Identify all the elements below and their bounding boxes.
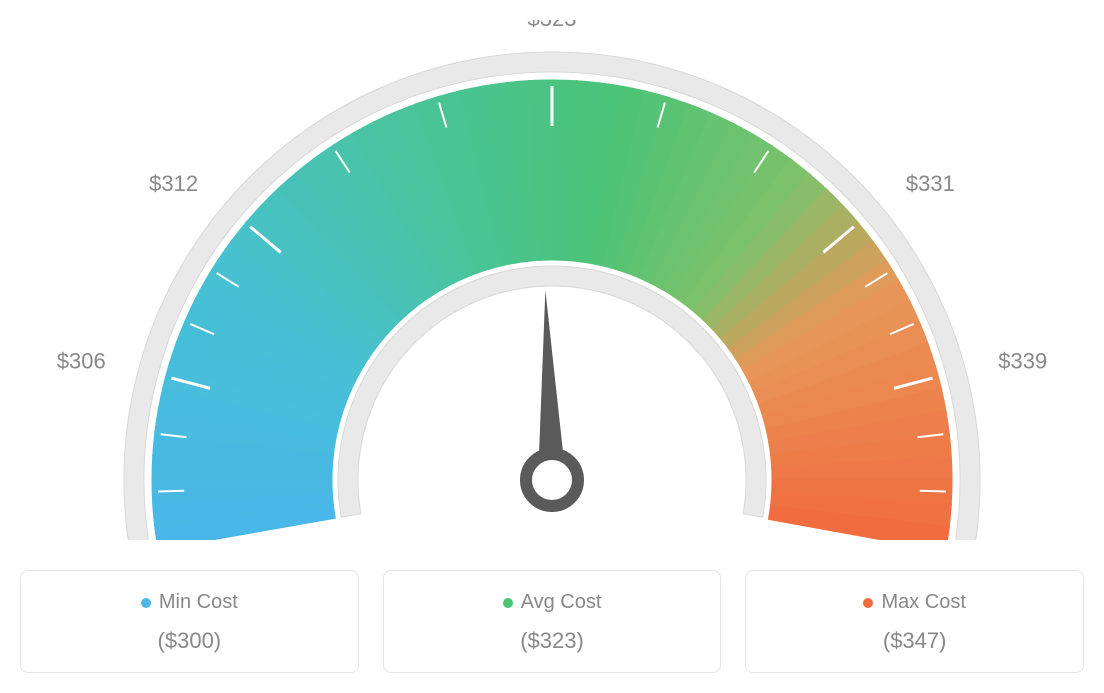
svg-text:$312: $312	[149, 171, 198, 196]
legend-value-min: ($300)	[31, 628, 348, 654]
legend-row: Min Cost ($300) Avg Cost ($323) Max Cost…	[20, 570, 1084, 673]
legend-card-max: Max Cost ($347)	[745, 570, 1084, 673]
legend-title-avg: Avg Cost	[503, 591, 602, 614]
chart-container: $300$306$312$323$331$339$347 Min Cost ($…	[20, 20, 1084, 673]
legend-card-min: Min Cost ($300)	[20, 570, 359, 673]
svg-text:$331: $331	[906, 171, 955, 196]
gauge-wrap: $300$306$312$323$331$339$347	[20, 20, 1084, 540]
legend-title-label: Avg Cost	[521, 591, 602, 614]
legend-title-label: Min Cost	[159, 591, 238, 614]
legend-title-min: Min Cost	[141, 591, 238, 614]
svg-text:$306: $306	[57, 348, 106, 373]
legend-title-label: Max Cost	[881, 591, 965, 614]
legend-card-avg: Avg Cost ($323)	[383, 570, 722, 673]
dot-icon	[863, 598, 873, 608]
svg-text:$323: $323	[528, 20, 577, 31]
dot-icon	[503, 598, 513, 608]
legend-title-max: Max Cost	[863, 591, 965, 614]
svg-text:$339: $339	[998, 348, 1047, 373]
cost-gauge-chart: $300$306$312$323$331$339$347	[32, 20, 1072, 540]
legend-value-avg: ($323)	[394, 628, 711, 654]
legend-value-max: ($347)	[756, 628, 1073, 654]
dot-icon	[141, 598, 151, 608]
